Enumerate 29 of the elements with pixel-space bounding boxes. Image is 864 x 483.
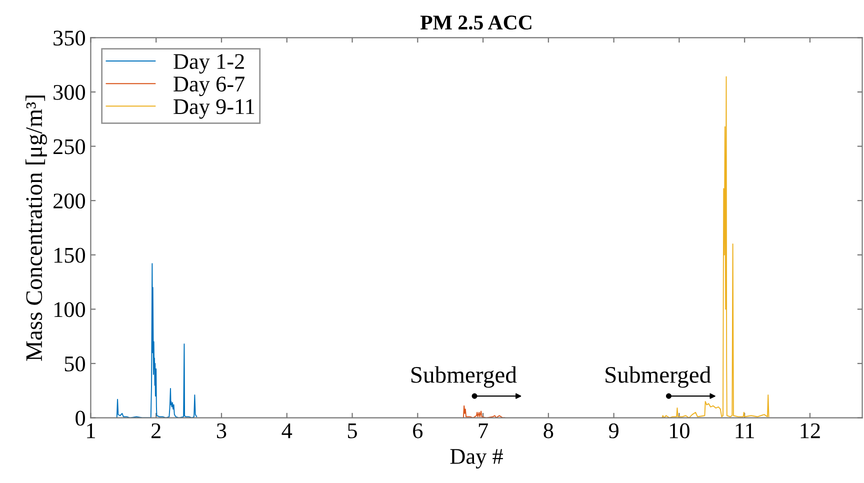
x-tick-label: 4 <box>282 423 292 438</box>
annotation: Submerged <box>606 366 711 388</box>
x-tick-label: 7 <box>478 424 488 438</box>
x-axis-title: Day # <box>450 449 503 469</box>
annotation: Submerged <box>411 366 517 388</box>
y-tick-label: 0 <box>76 410 86 426</box>
x-tick-label: 12 <box>800 423 820 438</box>
x-tick-label: 1 <box>87 423 95 438</box>
y-axis-title: Mass Concentration [μg/m³] <box>25 96 47 361</box>
y-tick-label: 350 <box>54 30 86 46</box>
x-tick-label: 8 <box>544 423 554 438</box>
x-tick-label: 5 <box>348 424 357 438</box>
x-tick-label: 9 <box>608 423 618 438</box>
legend-label: Day 1-2 <box>174 54 244 74</box>
chart-title: PM 2.5 ACC <box>420 16 532 30</box>
x-tick-label: 6 <box>413 423 423 438</box>
x-tick-label: 3 <box>217 423 226 438</box>
legend-label: Day 6-7 <box>174 76 245 96</box>
x-tick-label: 10 <box>670 423 690 438</box>
line-series <box>116 263 198 418</box>
y-tick-label: 50 <box>64 356 86 372</box>
x-tick-label: 11 <box>736 423 754 438</box>
legend-label: Day 9-11 <box>174 99 254 119</box>
y-tick-label: 300 <box>54 84 86 100</box>
y-tick-label: 200 <box>54 194 86 209</box>
y-tick-label: 100 <box>54 302 86 318</box>
y-tick-label: 150 <box>54 248 86 263</box>
x-tick-label: 2 <box>152 423 160 438</box>
y-tick-label: 250 <box>54 139 86 154</box>
